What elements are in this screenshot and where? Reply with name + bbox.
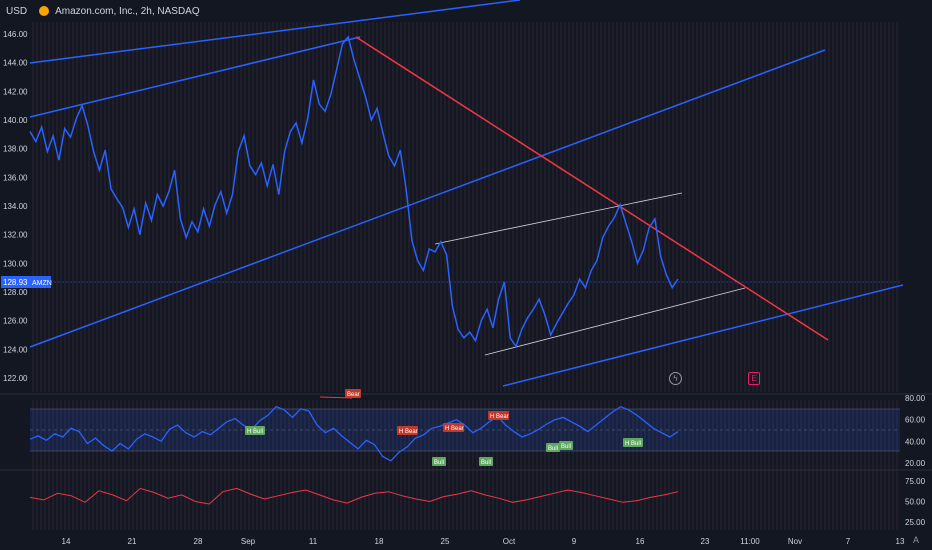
- lower-channel-line[interactable]: [502, 284, 904, 387]
- bull-label-4-text: Bull: [561, 444, 571, 450]
- price-tick-label: 124.00: [3, 345, 28, 354]
- auto-scale-toggle[interactable]: A: [913, 535, 920, 545]
- price-tick-label: 128.00: [3, 288, 28, 297]
- time-tick-label: 9: [572, 537, 577, 546]
- chart-header: USD Amazon.com, Inc., 2h, NASDAQ: [0, 0, 200, 22]
- price-tick-label: 140.00: [3, 116, 28, 125]
- time-tick-label: Nov: [788, 537, 802, 546]
- current-price-symbol: AMZN: [32, 280, 52, 287]
- time-tick-label: 14: [62, 537, 71, 546]
- time-tick-label: 28: [194, 537, 203, 546]
- osc2-tick-label: 50.00: [905, 498, 926, 507]
- wedge-lower-line[interactable]: [484, 287, 746, 356]
- price-tick-label: 122.00: [3, 374, 28, 383]
- bull-label-4: Bull: [559, 441, 573, 450]
- hbull-label-1-text: H Bull: [247, 429, 263, 435]
- price-tick-label: 130.00: [3, 259, 28, 268]
- price-tick-label: 144.00: [3, 59, 28, 68]
- time-tick-label: 21: [128, 537, 137, 546]
- time-tick-label: 16: [636, 537, 645, 546]
- bull-label-1: Bull: [432, 457, 446, 466]
- bull-label-2: Bull: [479, 457, 493, 466]
- time-tick-label: 25: [441, 537, 450, 546]
- osc2-tick-label: 25.00: [905, 518, 926, 527]
- oscillator-axis[interactable]: 80.00 60.00 40.00 20.00: [905, 394, 926, 468]
- currency-label: USD: [6, 5, 28, 17]
- hbear-label-3: H Bear: [488, 411, 509, 420]
- current-price-value: 128.93: [3, 278, 28, 287]
- price-tick-label: 142.00: [3, 87, 28, 96]
- time-tick-label: Oct: [503, 537, 516, 546]
- time-tick-label: 13: [896, 537, 905, 546]
- time-tick-label: 7: [846, 537, 851, 546]
- hbear-label-1-text: H Bear: [399, 429, 418, 435]
- mid-channel-line[interactable]: [29, 49, 826, 348]
- time-tick-label: 23: [701, 537, 710, 546]
- amazon-logo-icon: [39, 6, 50, 16]
- osc-tick-label: 40.00: [905, 437, 926, 446]
- osc-pane: [30, 408, 900, 452]
- bull-label-1-text: Bull: [434, 460, 444, 466]
- osc-tick-label: 20.00: [905, 459, 926, 468]
- hbull-label-1: H Bull: [245, 426, 265, 435]
- price-series-line[interactable]: [29, 35, 679, 349]
- price-tick-label: 132.00: [3, 231, 28, 240]
- price-tick-label: 138.00: [3, 145, 28, 154]
- price-axis[interactable]: 146.00 144.00 142.00 140.00 138.00 136.00 134.…: [3, 30, 28, 383]
- price-tick-label: 136.00: [3, 173, 28, 182]
- oscillator-line[interactable]: [29, 405, 679, 462]
- osc-shading: [30, 400, 900, 530]
- bear-label-text: Bear: [347, 392, 360, 398]
- bull-label-3-text: Bull: [548, 446, 558, 452]
- resistance-line[interactable]: [355, 36, 829, 341]
- osc-tick-label: 60.00: [905, 416, 926, 425]
- session-shading: [30, 22, 900, 392]
- time-tick-label: 11:00: [740, 537, 760, 546]
- price-tick-label: 126.00: [3, 317, 28, 326]
- price-tick-label: 134.00: [3, 202, 28, 211]
- bull-label-2-text: Bull: [481, 460, 491, 466]
- price-tick-label: 146.00: [3, 30, 28, 39]
- hbull-label-2-text: H Bull: [625, 441, 641, 447]
- hbear-label-1: H Bear: [397, 426, 418, 435]
- upper-trend-line[interactable]: [29, 36, 361, 118]
- dividend-event-icon[interactable]: ϟ: [669, 372, 682, 385]
- earnings-event-icon[interactable]: E: [748, 372, 760, 385]
- hbear-label-3-text: H Bear: [490, 414, 509, 420]
- osc2-tick-label: 75.00: [905, 477, 926, 486]
- bull-label-3: Bull: [546, 443, 560, 452]
- symbol-title: Amazon.com, Inc., 2h, NASDAQ: [55, 5, 200, 17]
- time-tick-label: 18: [375, 537, 384, 546]
- osc-tick-label: 80.00: [905, 394, 926, 403]
- bear-label: Bear: [345, 389, 361, 398]
- oscillator2-line[interactable]: [29, 487, 679, 505]
- oscillator2-axis[interactable]: 75.00 50.00 25.00: [905, 477, 926, 527]
- hbull-label-2: H Bull: [623, 438, 643, 447]
- current-price-tag: 128.93 AMZN: [1, 276, 52, 288]
- hbear-label-2: H Bear: [443, 423, 464, 432]
- upper-channel-line[interactable]: [29, 0, 521, 64]
- wedge-upper-line[interactable]: [434, 192, 683, 245]
- time-tick-label: 11: [309, 537, 318, 546]
- time-tick-label: Sep: [241, 537, 256, 546]
- time-axis[interactable]: 14 21 28 Sep 11 18 25 Oct 9 16 23 11:00 Nov 7 13: [62, 537, 905, 546]
- hbear-label-2-text: H Bear: [445, 426, 464, 432]
